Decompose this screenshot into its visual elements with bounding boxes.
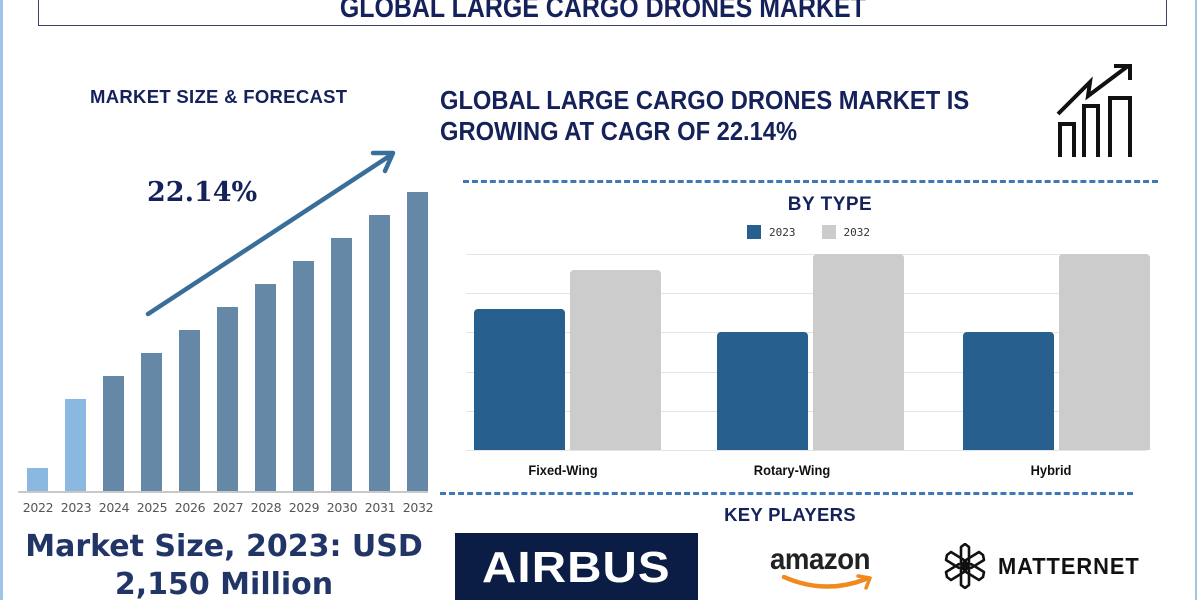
trend-arrow-icon bbox=[145, 150, 396, 317]
market-forecast-chart: 2022 2023 2024 2025 2026 2027 2028 2029 2030 2031… bbox=[18, 150, 438, 520]
by-type-chart bbox=[466, 254, 1150, 451]
forecast-bar-2024 bbox=[103, 376, 124, 491]
grid-line bbox=[466, 450, 1147, 451]
forecast-bar-2031 bbox=[369, 215, 390, 491]
x-axis-label-2022: 2022 bbox=[22, 500, 54, 515]
chart-legend: 2023 2032 bbox=[747, 225, 888, 239]
x-axis-label-2026: 2026 bbox=[174, 500, 206, 515]
market-size-forecast-heading: MARKET SIZE & FORECAST bbox=[90, 86, 348, 107]
grid-line bbox=[466, 254, 1147, 255]
key-players-title: KEY PLAYERS bbox=[724, 504, 856, 525]
matternet-snowflake-icon bbox=[944, 543, 986, 589]
legend-item-2032: 2032 bbox=[821, 225, 871, 239]
airbus-wordmark: AIRBUS bbox=[482, 543, 671, 592]
x-axis-label-2025: 2025 bbox=[136, 500, 168, 515]
x-axis-label-2029: 2029 bbox=[288, 500, 320, 515]
forecast-bar-2025 bbox=[141, 353, 162, 491]
forecast-bar-2028 bbox=[255, 284, 276, 491]
cagr-headline-line-2: GROWING AT CAGR OF 22.14% bbox=[440, 118, 798, 146]
forecast-bar-2027 bbox=[217, 307, 238, 491]
frame-border-right bbox=[1195, 0, 1197, 600]
category-label-fixed-wing: Fixed-Wing bbox=[528, 462, 598, 478]
forecast-bar-2022 bbox=[27, 468, 48, 491]
matternet-wordmark: MATTERNET bbox=[998, 552, 1140, 579]
forecast-bar-2032 bbox=[407, 192, 428, 491]
cagr-annotation: 22.14% bbox=[147, 177, 258, 208]
title-banner: GLOBAL LARGE CARGO DRONES MARKET bbox=[38, 0, 1167, 26]
amazon-logo: amazon bbox=[770, 543, 900, 593]
bar-fixed-wing-2032 bbox=[570, 269, 661, 450]
forecast-bar-2030 bbox=[331, 238, 352, 491]
legend-swatch-2032 bbox=[821, 225, 836, 239]
x-axis-line bbox=[18, 491, 428, 493]
by-type-title: BY TYPE bbox=[787, 194, 873, 215]
legend-label-2023: 2023 bbox=[769, 225, 796, 239]
market-size-line-2: 2,150 Million bbox=[114, 567, 334, 600]
cagr-headline-line-1: GLOBAL LARGE CARGO DRONES MARKET IS bbox=[440, 87, 970, 115]
bar-rotary-wing-2032 bbox=[813, 254, 904, 450]
forecast-bar-2029 bbox=[293, 261, 314, 491]
bar-hybrid-2023 bbox=[963, 332, 1054, 450]
x-axis-label-2031: 2031 bbox=[364, 500, 396, 515]
legend-label-2032: 2032 bbox=[843, 225, 871, 239]
forecast-bar-2026 bbox=[179, 330, 200, 491]
legend-swatch-2023 bbox=[747, 225, 761, 239]
amazon-wordmark: amazon bbox=[770, 543, 871, 576]
market-size-line-1: Market Size, 2023: USD bbox=[25, 529, 423, 564]
x-axis-label-2027: 2027 bbox=[212, 500, 244, 515]
matternet-logo: MATTERNET bbox=[944, 543, 1147, 589]
page-title: GLOBAL LARGE CARGO DRONES MARKET bbox=[339, 0, 866, 24]
market-size-statement: Market Size, 2023: USD 2,150 Million bbox=[0, 528, 448, 600]
legend-item-2023: 2023 bbox=[747, 225, 796, 239]
bar-fixed-wing-2023 bbox=[474, 308, 565, 450]
bar-rotary-wing-2023 bbox=[717, 332, 808, 450]
airbus-logo: AIRBUS bbox=[455, 533, 698, 600]
x-axis-label-2028: 2028 bbox=[250, 500, 282, 515]
divider-top bbox=[463, 180, 1158, 183]
bar-hybrid-2032 bbox=[1059, 254, 1150, 450]
grid-line bbox=[466, 293, 1147, 295]
x-axis-label-2023: 2023 bbox=[60, 500, 92, 515]
amazon-smile-icon bbox=[781, 574, 872, 590]
x-axis-label-2030: 2030 bbox=[326, 500, 358, 515]
forecast-bar-2023 bbox=[65, 399, 86, 491]
category-label-hybrid: Hybrid bbox=[1030, 462, 1072, 478]
x-axis-label-2024: 2024 bbox=[98, 500, 130, 515]
frame-border-left bbox=[0, 0, 3, 600]
growth-chart-icon bbox=[1056, 64, 1132, 157]
cagr-headline: GLOBAL LARGE CARGO DRONES MARKET IS GROW… bbox=[440, 86, 969, 148]
divider-bottom bbox=[440, 492, 1133, 495]
x-axis-label-2032: 2032 bbox=[402, 500, 434, 515]
category-label-rotary-wing: Rotary-Wing bbox=[753, 462, 831, 478]
